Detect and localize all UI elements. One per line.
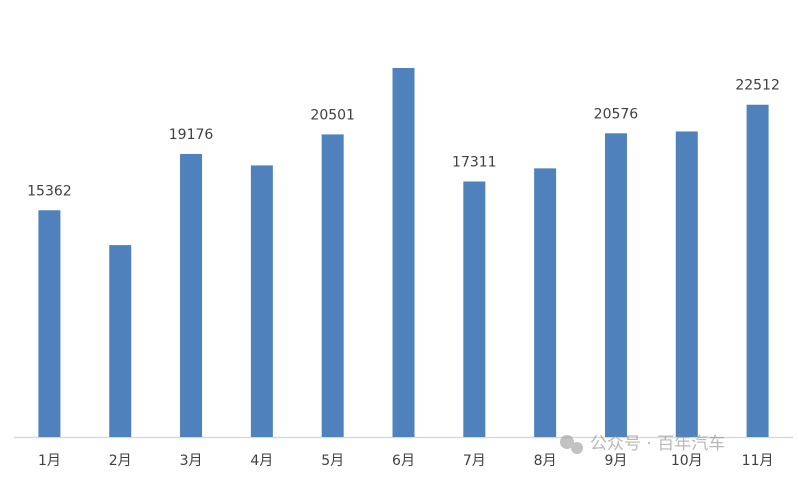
data-label: 17311 (452, 154, 497, 170)
bar (675, 131, 698, 437)
data-label: 20501 (310, 107, 355, 123)
data-label: 15362 (27, 183, 72, 199)
bar (250, 165, 273, 437)
bar (746, 104, 769, 438)
bar (534, 168, 557, 438)
data-label: 20576 (594, 106, 639, 122)
x-tick-label: 7月 (463, 453, 486, 469)
watermark-icon (571, 442, 583, 454)
bar (392, 68, 415, 437)
data-label: 19176 (169, 127, 214, 143)
x-tick-label: 9月 (604, 453, 627, 469)
bar (604, 133, 627, 438)
x-tick-label: 6月 (392, 453, 415, 469)
x-tick-label: 2月 (109, 453, 132, 469)
x-tick-label: 4月 (250, 453, 273, 469)
x-tick-label: 8月 (534, 453, 557, 469)
x-tick-label: 11月 (742, 453, 774, 469)
bar (321, 134, 344, 437)
watermark-text: 公众号 · 百年汽车 (590, 434, 725, 454)
x-tick-label: 3月 (180, 453, 203, 469)
watermark: 公众号 · 百年汽车 (560, 434, 725, 454)
data-label: 22512 (735, 78, 780, 94)
bar (38, 210, 61, 437)
bar (109, 245, 132, 437)
watermark-icon (560, 435, 574, 449)
x-tick-label: 10月 (671, 453, 703, 469)
bar (463, 181, 486, 437)
bar (180, 153, 203, 438)
x-tick-label: 1月 (38, 453, 61, 469)
x-tick-label: 5月 (321, 453, 344, 469)
